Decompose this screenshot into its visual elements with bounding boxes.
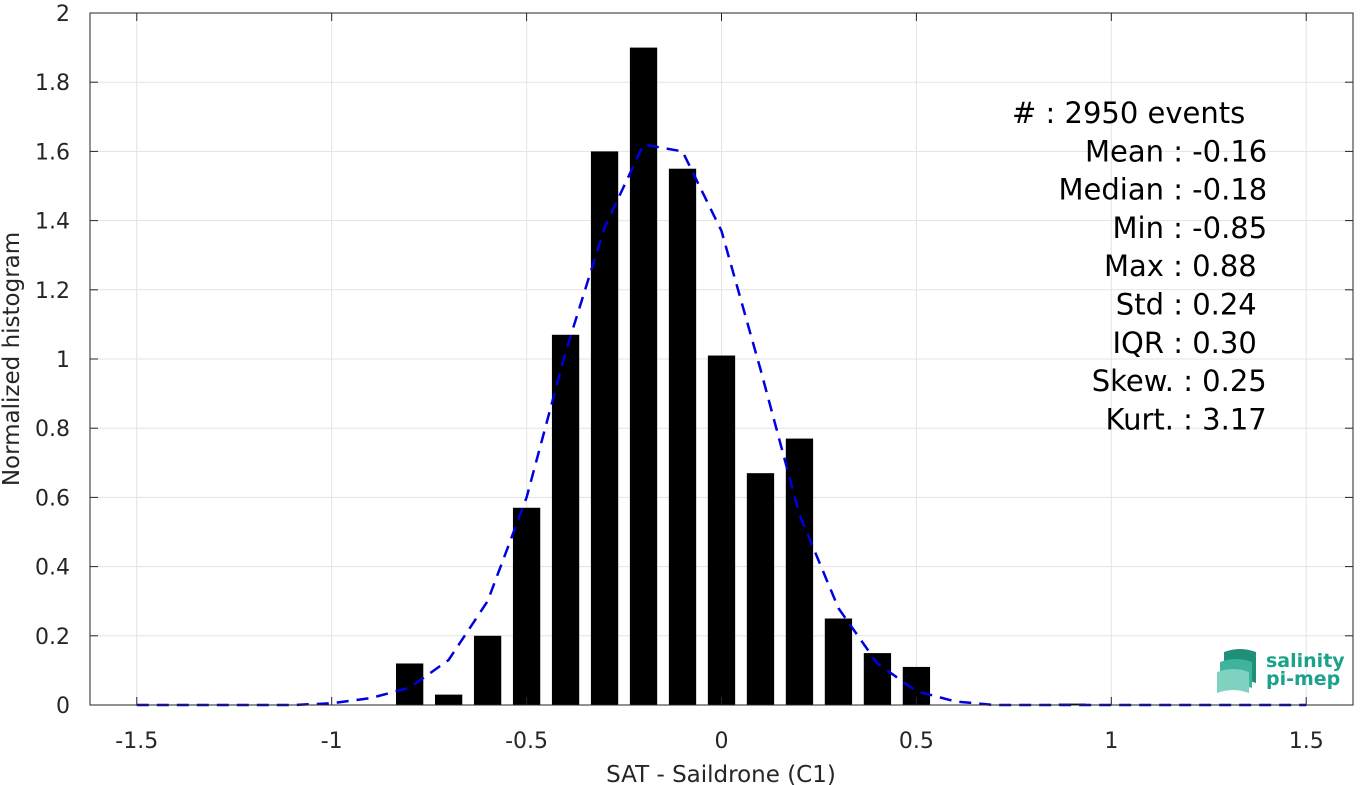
histogram-bar — [707, 355, 736, 705]
fit-curve — [136, 143, 1307, 707]
y-tick-label: 0.6 — [35, 486, 70, 511]
histogram-bar — [746, 473, 775, 705]
x-tick-label: -1.5 — [115, 729, 158, 754]
histogram-bars — [396, 47, 1086, 706]
histogram-bar — [824, 618, 853, 705]
y-tick-label: 1.4 — [35, 210, 70, 235]
y-tick-label: 0 — [56, 694, 70, 719]
y-tick-label: 0.2 — [35, 625, 70, 650]
y-tick-label: 1.2 — [35, 279, 70, 304]
y-tick-label: 1.8 — [35, 71, 70, 96]
histogram-bar — [434, 694, 463, 705]
y-tick-label: 1.6 — [35, 140, 70, 165]
stats-line: Mean : -0.16 — [1085, 134, 1267, 168]
logo-line1: salinity — [1266, 650, 1345, 672]
logo-line2: pi-mep — [1266, 668, 1340, 690]
y-tick-label: 1 — [56, 348, 70, 373]
histogram-bar — [590, 151, 619, 705]
x-tick-label: -1 — [321, 729, 343, 754]
x-axis-label: SAT - Saildrone (C1) — [606, 762, 836, 785]
histogram-bar — [1058, 703, 1086, 705]
stats-line: Max : 0.88 — [1104, 249, 1257, 283]
salinity-pi-mep-logo: salinity pi-mep — [1217, 649, 1345, 693]
histogram-bar — [396, 663, 424, 705]
stats-line: # : 2950 events — [1012, 96, 1245, 130]
fit-line — [136, 143, 1307, 707]
histogram-bar — [551, 334, 580, 705]
y-tick-label: 2 — [56, 2, 70, 27]
stats-line: Median : -0.18 — [1059, 173, 1268, 207]
y-ticks: 0 0.2 0.4 0.6 0.8 1 1.2 1.4 1.6 1.8 2 — [35, 2, 1353, 719]
histogram-bar — [473, 635, 502, 705]
y-axis-label: Normalized histogram — [0, 232, 25, 486]
stats-line: Kurt. : 3.17 — [1106, 402, 1267, 436]
histogram-bar — [668, 168, 697, 705]
y-tick-label: 0.8 — [35, 417, 70, 442]
histogram-bar — [863, 653, 892, 705]
stats-line: IQR : 0.30 — [1113, 326, 1257, 360]
histogram-bar — [629, 47, 658, 706]
x-tick-label: 1.5 — [1289, 729, 1324, 754]
x-tick-label: 1 — [1104, 729, 1118, 754]
statistics-annotation: # : 2950 events Mean : -0.16 Median : -0.1… — [1012, 96, 1267, 436]
x-tick-label: 0 — [715, 729, 729, 754]
y-tick-label: 0.4 — [35, 556, 70, 581]
stats-line: Skew. : 0.25 — [1092, 364, 1267, 398]
waves-icon — [1217, 649, 1256, 693]
histogram-bar — [512, 507, 541, 705]
x-tick-label: -0.5 — [505, 729, 548, 754]
x-tick-label: 0.5 — [899, 729, 934, 754]
x-ticks: -1.5 -1 -0.5 0 0.5 1 1.5 — [115, 13, 1324, 754]
stats-line: Std : 0.24 — [1116, 288, 1257, 322]
stats-line: Min : -0.85 — [1113, 211, 1268, 245]
